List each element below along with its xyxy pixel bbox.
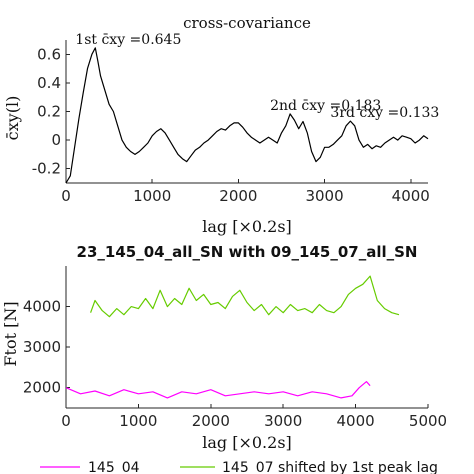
legend-label-145-04: 145_04 xyxy=(88,460,140,474)
x-tick-label: 5000 xyxy=(409,412,447,430)
x-tick-label: 2000 xyxy=(219,187,257,205)
peak-annotation: 3rd c̄xy =0.133 xyxy=(330,105,439,121)
y-tick-label: 3000 xyxy=(23,338,61,356)
chart2-ylabel: Ftot [N] xyxy=(1,301,20,366)
peak-annotation: 2nd c̄xy =0.183 xyxy=(270,98,381,114)
y-tick-label: 4000 xyxy=(23,298,61,316)
cross-covariance-chart: cross-covariance 0 1000 2000 3000 4000-0.200… xyxy=(3,14,439,236)
y-tick-label: 2000 xyxy=(23,379,61,397)
x-tick-label: 1000 xyxy=(133,187,171,205)
chart1-ylabel: c̄xy(l) xyxy=(3,96,22,141)
chart2-title: 23_145_04_all_SN with 09_145_07_all_SN xyxy=(77,243,418,261)
x-tick-label: 1000 xyxy=(119,412,157,430)
x-tick-label: 3000 xyxy=(264,412,302,430)
x-tick-label: 4000 xyxy=(392,187,430,205)
y-tick-label: 0.6 xyxy=(37,45,61,63)
series-line-145-04 xyxy=(65,381,371,399)
series-line-145-07-shifted-by-1st-peak-lag xyxy=(90,275,400,318)
y-tick-label: 0.4 xyxy=(37,74,61,92)
series-line-0 xyxy=(65,47,429,184)
x-tick-label: 2000 xyxy=(192,412,230,430)
peak-annotation: 1st c̄xy =0.645 xyxy=(75,32,181,48)
chart2-legend: 145_04 145_07 shifted by 1st peak lag xyxy=(40,460,438,474)
x-tick-label: 3000 xyxy=(305,187,343,205)
x-tick-label: 0 xyxy=(61,412,71,430)
chart2-plot-area: 0 1000 2000 3000 4000 5000 2000 3000 4000 xyxy=(23,266,447,430)
chart1-title: cross-covariance xyxy=(183,14,311,32)
y-tick-label: -0.2 xyxy=(32,160,61,178)
y-tick-label: 0.2 xyxy=(37,103,61,121)
force-chart: 23_145_04_all_SN with 09_145_07_all_SN 0… xyxy=(1,243,447,452)
chart1-xlabel: lag [×0.2s] xyxy=(202,217,292,236)
x-tick-label: 4000 xyxy=(337,412,375,430)
y-tick-label: 0 xyxy=(51,131,61,149)
x-tick-label: 0 xyxy=(61,187,71,205)
legend-label-145-07: 145_07 shifted by 1st peak lag xyxy=(222,460,438,474)
chart2-xlabel: lag [×0.2s] xyxy=(202,433,292,452)
